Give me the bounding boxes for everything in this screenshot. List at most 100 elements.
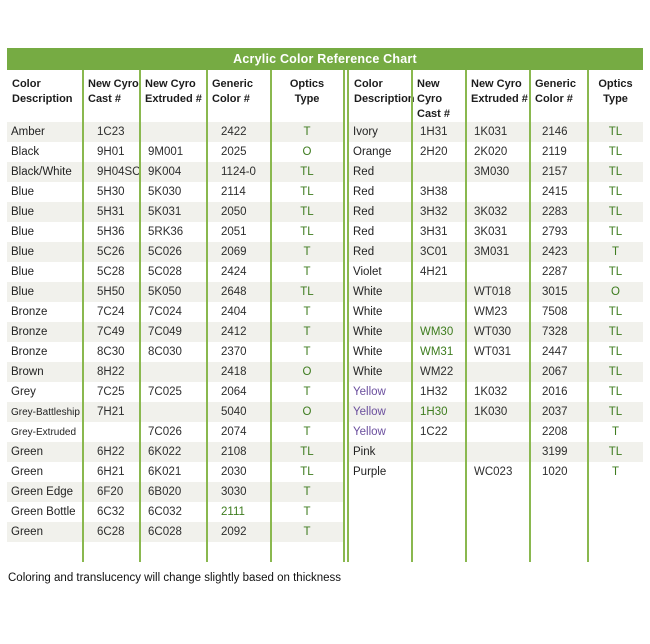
table-cell: White — [353, 306, 383, 318]
table-cell: 7C025 — [148, 386, 182, 398]
table-cell: Ivory — [353, 126, 378, 138]
table-cell: 2H20 — [420, 146, 448, 158]
table-cell: 5040 — [221, 406, 247, 418]
table-cell: TL — [300, 466, 314, 478]
table-row: Red 3H32 3K032 2283 TL — [349, 202, 643, 222]
table-cell: Blue — [11, 246, 35, 258]
table-cell: 2092 — [221, 526, 247, 538]
table-cell: Green — [11, 446, 43, 458]
table-cell: 5RK36 — [148, 226, 184, 238]
column-header: Generic Color # — [535, 78, 576, 105]
table-cell: 2418 — [221, 366, 247, 378]
table-cell: Black/White — [11, 166, 72, 178]
table-cell: 8C30 — [97, 346, 125, 358]
table-cell: TL — [608, 306, 623, 318]
footnote: Coloring and translucency will change sl… — [8, 572, 342, 584]
table-row: Red 3H31 3K031 2793 TL — [349, 222, 643, 242]
table-cell: White — [353, 286, 383, 298]
table-cell: 1K031 — [474, 126, 508, 138]
table-cell: 7C049 — [148, 326, 182, 338]
table-row: Yellow 1H30 1K030 2037 TL — [349, 402, 643, 422]
table-cell: T — [303, 246, 311, 258]
table-cell: 1K030 — [474, 406, 508, 418]
left-table: Color Description New Cyro Cast # New Cyro… — [7, 70, 345, 562]
table-cell: Amber — [11, 126, 45, 138]
acrylic-color-reference-chart: Acrylic Color Reference Chart Color Desc… — [7, 48, 643, 562]
table-cell: 2146 — [542, 126, 568, 138]
table-cell: 1H30 — [420, 406, 448, 418]
right-table: Color Description New Cyro Cast # New Cyro… — [347, 70, 643, 562]
table-cell: 3199 — [542, 446, 568, 458]
table-cell: O — [302, 366, 312, 378]
table-cell: 7C49 — [97, 326, 125, 338]
table-cell: O — [611, 286, 620, 298]
column-header: Color Description — [12, 78, 73, 105]
table-cell: WT030 — [474, 326, 512, 338]
table-row: Orange 2H20 2K020 2119 TL — [349, 142, 643, 162]
table-cell: 6H22 — [97, 446, 125, 458]
column-header: New Cyro Extruded # — [471, 78, 528, 105]
table-row: Grey-Battleship 7H21 5040 O — [7, 402, 343, 422]
table-cell: Red — [353, 226, 375, 238]
table-cell: 2157 — [542, 166, 568, 178]
table-cell: 7C024 — [148, 306, 182, 318]
table-row: Blue 5H30 5K030 2114 TL — [7, 182, 343, 202]
table-cell: 6C032 — [148, 506, 182, 518]
table-cell: T — [303, 386, 311, 398]
table-cell: 2025 — [221, 146, 247, 158]
table-cell: T — [303, 346, 311, 358]
table-cell: 2051 — [221, 226, 247, 238]
table-row: Bronze 8C30 8C030 2370 T — [7, 342, 343, 362]
table-cell: 7328 — [542, 326, 568, 338]
table-cell: O — [302, 146, 312, 158]
table-row: White WM22 2067 TL — [349, 362, 643, 382]
table-row: Red 3M030 2157 TL — [349, 162, 643, 182]
table-cell: White — [353, 326, 383, 338]
table-cell: 5C28 — [97, 266, 125, 278]
table-cell: 7H21 — [97, 406, 125, 418]
table-cell: Blue — [11, 286, 35, 298]
table-cell: Green — [11, 526, 43, 538]
table-cell: T — [303, 426, 311, 438]
table-cell: TL — [300, 186, 314, 198]
table-cell: TL — [608, 226, 623, 238]
table-row: Pink 3199 TL — [349, 442, 643, 462]
table-cell: 9K004 — [148, 166, 182, 178]
table-cell: WT018 — [474, 286, 512, 298]
table-cell: T — [611, 466, 620, 478]
table-row: Blue 5H31 5K031 2050 TL — [7, 202, 343, 222]
table-cell: 3H32 — [420, 206, 448, 218]
column-header: Optics Type — [289, 78, 325, 105]
table-cell: Bronze — [11, 346, 48, 358]
table-row: Grey-Extruded 7C026 2074 T — [7, 422, 343, 442]
table-cell: Red — [353, 166, 375, 178]
table-row: Grey 7C25 7C025 2064 T — [7, 382, 343, 402]
table-cell: 7C026 — [148, 426, 182, 438]
table-cell: T — [303, 126, 311, 138]
table-cell: T — [303, 506, 311, 518]
table-cell: 2287 — [542, 266, 568, 278]
table-cell: Purple — [353, 466, 387, 478]
table-row: Green 6H22 6K022 2108 TL — [7, 442, 343, 462]
table-cell: White — [353, 366, 383, 378]
table-cell: Grey — [11, 386, 36, 398]
table-cell: 5K031 — [148, 206, 182, 218]
table-cell: WM30 — [420, 326, 454, 338]
table-cell: TL — [300, 226, 314, 238]
table-cell: 5C026 — [148, 246, 182, 258]
table-cell: 7508 — [542, 306, 568, 318]
table-cell: 2037 — [542, 406, 568, 418]
table-cell: 3015 — [542, 286, 568, 298]
table-cell: 2423 — [542, 246, 568, 258]
table-cell: 5H36 — [97, 226, 125, 238]
table-row: Amber 1C23 2422 T — [7, 122, 343, 142]
table-cell: 7C24 — [97, 306, 125, 318]
table-cell: 2208 — [542, 426, 568, 438]
right-table-rows: Ivory 1H31 1K031 2146 TL Orange 2H20 2K020 2119 T… — [349, 122, 643, 482]
table-cell: 6C32 — [97, 506, 125, 518]
table-cell: Blue — [11, 206, 35, 218]
table-row: Green Bottle 6C32 6C032 2111 T — [7, 502, 343, 522]
table-cell: Red — [353, 206, 375, 218]
table-cell: 5K030 — [148, 186, 182, 198]
table-cell: Blue — [11, 226, 35, 238]
